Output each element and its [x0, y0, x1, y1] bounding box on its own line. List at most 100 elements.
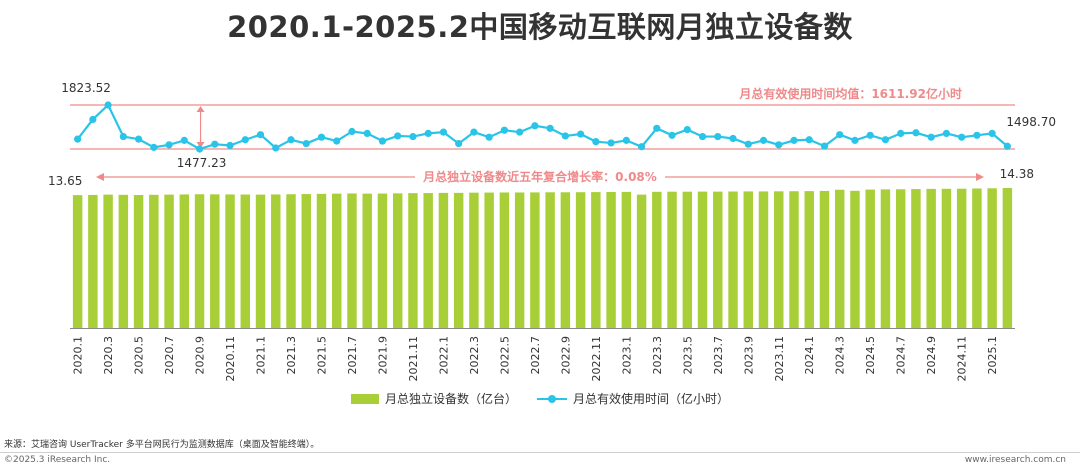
x-tick-label: 2020.9 — [194, 336, 207, 375]
bar — [606, 191, 616, 328]
bar-last-label: 14.38 — [1000, 167, 1034, 181]
line-point — [561, 132, 569, 140]
bar — [804, 191, 814, 328]
line-point — [698, 132, 707, 141]
bar — [225, 194, 235, 328]
bar — [789, 191, 799, 328]
line-point — [409, 132, 417, 141]
line-point — [775, 141, 783, 149]
bar — [682, 191, 693, 328]
line-point — [958, 133, 966, 141]
x-tick-label: 2023.11 — [773, 336, 786, 382]
bar — [728, 191, 738, 328]
bar — [240, 194, 251, 328]
bar — [514, 192, 525, 328]
bar — [575, 192, 586, 328]
bar — [545, 192, 555, 328]
bar — [850, 190, 860, 328]
range-arrow-head-down — [196, 142, 205, 148]
x-tick-label: 2025.1 — [986, 336, 999, 375]
bar — [667, 191, 677, 328]
line-point — [165, 141, 173, 149]
line-point — [104, 101, 112, 109]
bar — [972, 188, 982, 328]
x-tick-label: 2022.11 — [590, 336, 603, 382]
bar — [743, 191, 753, 328]
x-tick-label: 2024.3 — [834, 336, 847, 375]
bar — [316, 193, 327, 328]
legend-bar-swatch — [350, 393, 379, 404]
x-tick-label: 2020.5 — [133, 336, 146, 375]
x-tick-label: 2024.7 — [895, 336, 908, 375]
line-point — [226, 141, 234, 150]
bar — [713, 191, 723, 328]
x-tick-label: 2024.5 — [864, 336, 877, 375]
bar — [591, 192, 601, 328]
bar — [286, 194, 296, 328]
line-point — [180, 136, 188, 144]
bar — [133, 195, 144, 328]
bar — [149, 194, 159, 328]
line-point — [317, 133, 326, 141]
line-point — [439, 128, 448, 136]
bar — [301, 194, 311, 328]
copyright-text: ©2025.3 iResearch Inc. — [4, 455, 111, 465]
bar — [774, 191, 784, 328]
line-point — [988, 129, 996, 137]
source-note: 来源：艾瑞咨询 UserTracker 多平台网民行为监测数据库（桌面及智能终端… — [4, 440, 320, 450]
x-tick-label: 2023.5 — [681, 336, 694, 375]
line-point — [897, 129, 905, 137]
line-point — [394, 132, 402, 140]
website-text: www.iresearch.com.cn — [964, 455, 1066, 465]
x-tick-label: 2021.5 — [315, 336, 328, 375]
legend-line-swatch — [537, 394, 567, 404]
line-point — [912, 129, 920, 137]
line-min-label: 1477.23 — [177, 156, 227, 170]
line-point — [973, 131, 981, 139]
line-point — [531, 122, 539, 130]
x-tick-label: 2024.11 — [956, 336, 969, 382]
cagr-arrow-right-head — [976, 173, 984, 181]
line-point — [74, 135, 82, 143]
legend-bar-label: 月总独立设备数（亿台） — [384, 392, 517, 406]
line-point — [820, 142, 829, 150]
bar — [941, 188, 952, 328]
range-arrow-head-up — [196, 106, 205, 112]
line-point — [851, 136, 859, 144]
x-tick-label: 2021.9 — [376, 336, 389, 375]
line-point — [714, 132, 722, 141]
bar — [911, 189, 921, 328]
chart-legend: 月总独立设备数（亿台） 月总有效使用时间（亿小时） — [0, 390, 1080, 407]
line-point — [1003, 142, 1011, 150]
line-point — [805, 136, 813, 144]
x-tick-label: 2022.1 — [437, 336, 450, 375]
line-point — [683, 125, 691, 134]
cagr-arrow-left-head — [96, 173, 104, 181]
x-tick-label: 2020.1 — [72, 336, 85, 375]
x-tick-label: 2020.11 — [224, 336, 237, 382]
line-point — [302, 139, 310, 148]
bar — [423, 193, 433, 328]
bar — [194, 194, 205, 328]
bar — [758, 191, 769, 328]
bar — [347, 193, 357, 328]
line-point — [211, 140, 219, 148]
line-point — [241, 136, 249, 144]
bar-first-label: 13.65 — [48, 174, 82, 188]
x-tick-label: 2022.7 — [529, 336, 542, 375]
bar — [332, 193, 342, 328]
line-point — [348, 127, 356, 136]
bar — [819, 190, 830, 328]
line-point — [89, 115, 97, 124]
bar — [652, 191, 662, 328]
bar — [377, 193, 388, 328]
line-point — [607, 139, 615, 147]
line-point — [881, 136, 890, 144]
bar — [621, 191, 632, 328]
line-max-label: 1823.52 — [61, 81, 111, 95]
line-point — [455, 139, 463, 148]
bar — [408, 193, 418, 328]
x-tick-label: 2020.7 — [163, 336, 176, 375]
x-tick-label: 2022.5 — [498, 336, 511, 375]
bar — [834, 189, 845, 328]
